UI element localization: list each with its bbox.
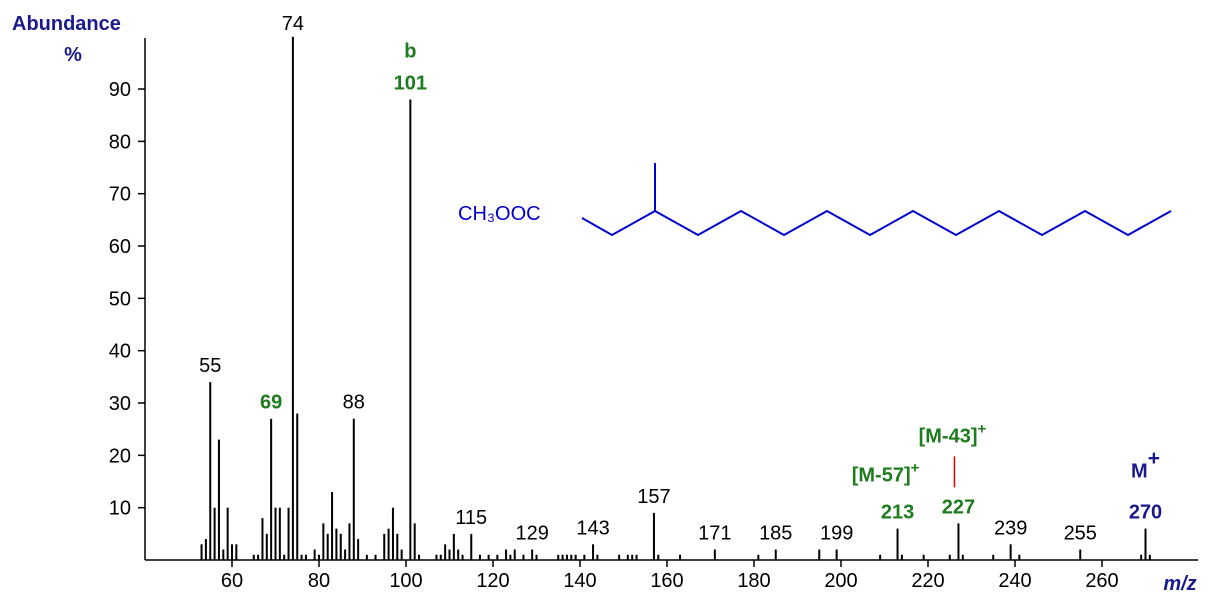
y-tick-label: 90 [109,79,131,101]
peak-label: 69 [260,392,282,414]
x-tick-label: 200 [824,570,857,592]
peak-label: 129 [515,523,548,545]
y-tick-label: 60 [109,236,131,258]
y-tick-label: 50 [109,288,131,310]
y-tick-label: 10 [109,498,131,520]
x-tick-label: 140 [563,570,596,592]
peak-label: 255 [1064,523,1097,545]
peak-label: 213 [881,502,914,524]
annotation: [M-57]+ [852,460,920,487]
y-axis-unit: % [64,44,82,66]
annotation: b [404,40,416,62]
annotation-sup: + [1148,447,1160,470]
x-tick-label: 160 [650,570,683,592]
x-tick-label: 100 [389,570,422,592]
annotation-sup: + [911,460,920,477]
peak-label: 115 [455,507,487,529]
peak-label: 199 [820,523,853,545]
peak-label: 74 [282,13,304,35]
peak-label: 88 [343,392,365,414]
x-tick-label: 180 [737,570,770,592]
peak-label: 227 [942,496,975,518]
x-axis-title: m/z [1163,573,1196,595]
peak-label: 171 [698,523,731,545]
annotation-text: b [404,40,416,62]
peak-label: 55 [199,355,221,377]
x-tick-label: 260 [1085,570,1118,592]
x-tick-label: 220 [911,570,944,592]
peak-label: 239 [994,517,1027,539]
peak-label: 270 [1129,502,1162,524]
annotation-text: [M-57] [852,465,911,487]
peak-label: 143 [576,517,609,539]
y-tick-label: 30 [109,393,131,415]
x-tick-label: 80 [308,570,330,592]
peak-label: 185 [759,523,792,545]
y-axis-title: Abundance [12,13,121,35]
annotation-sup: + [978,420,987,437]
annotation-text: M [1131,461,1148,483]
x-tick-label: 60 [221,570,243,592]
peak-label: 101 [394,72,427,94]
structure-label: CH₃OOC [458,203,541,225]
x-tick-label: 120 [476,570,509,592]
x-tick-label: 240 [998,570,1031,592]
structure-chain [581,209,1172,237]
y-tick-label: 20 [109,445,131,467]
y-tick-label: 40 [109,341,131,363]
annotation: [M-43]+ [919,420,987,447]
y-tick-label: 80 [109,131,131,153]
annotation-text: [M-43] [919,425,978,447]
peak-label: 157 [637,486,670,508]
annotation: M+ [1131,447,1160,483]
y-tick-label: 70 [109,184,131,206]
